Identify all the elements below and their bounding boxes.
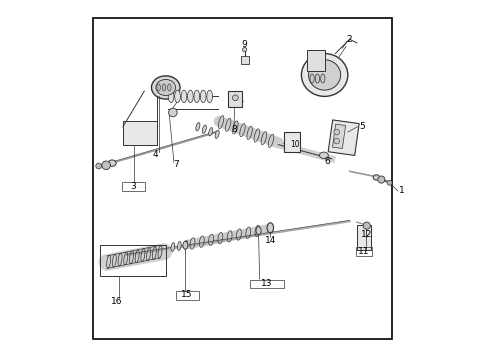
Ellipse shape bbox=[182, 241, 187, 249]
Circle shape bbox=[102, 161, 110, 170]
Circle shape bbox=[333, 138, 339, 144]
Text: 6: 6 bbox=[324, 157, 330, 166]
Bar bbox=[121, 182, 145, 191]
Ellipse shape bbox=[156, 84, 160, 91]
Ellipse shape bbox=[315, 74, 319, 83]
Bar bbox=[328, 120, 359, 155]
Text: 1: 1 bbox=[398, 186, 403, 196]
Ellipse shape bbox=[215, 130, 219, 139]
Bar bbox=[306, 50, 324, 71]
Ellipse shape bbox=[196, 122, 199, 131]
Circle shape bbox=[363, 222, 370, 229]
Ellipse shape bbox=[309, 74, 314, 83]
Ellipse shape bbox=[372, 175, 379, 180]
Bar bbox=[228, 91, 242, 107]
Ellipse shape bbox=[181, 90, 186, 103]
Ellipse shape bbox=[301, 54, 347, 96]
Text: 4: 4 bbox=[152, 150, 157, 159]
Circle shape bbox=[333, 129, 339, 135]
Circle shape bbox=[242, 47, 246, 52]
Text: 2: 2 bbox=[346, 35, 352, 44]
Circle shape bbox=[168, 108, 177, 117]
Text: 8: 8 bbox=[231, 125, 237, 134]
Text: 9: 9 bbox=[241, 40, 247, 49]
Ellipse shape bbox=[162, 84, 166, 91]
Ellipse shape bbox=[151, 76, 180, 99]
Bar bbox=[355, 247, 371, 256]
Ellipse shape bbox=[187, 90, 193, 103]
Ellipse shape bbox=[319, 152, 328, 159]
Bar bbox=[122, 121, 156, 145]
Bar bbox=[176, 291, 198, 300]
Ellipse shape bbox=[177, 242, 181, 250]
Bar bbox=[249, 280, 283, 288]
Bar bbox=[283, 132, 299, 152]
Bar bbox=[356, 225, 370, 250]
Circle shape bbox=[386, 180, 391, 185]
Ellipse shape bbox=[320, 74, 324, 83]
Ellipse shape bbox=[171, 243, 174, 251]
Ellipse shape bbox=[108, 160, 116, 166]
Ellipse shape bbox=[183, 241, 187, 249]
Circle shape bbox=[232, 95, 238, 101]
Ellipse shape bbox=[202, 125, 206, 134]
Text: 3: 3 bbox=[131, 182, 136, 191]
Ellipse shape bbox=[208, 127, 212, 136]
Ellipse shape bbox=[194, 90, 199, 103]
Bar bbox=[240, 56, 248, 64]
Ellipse shape bbox=[168, 90, 174, 103]
Ellipse shape bbox=[156, 80, 175, 96]
Text: 10: 10 bbox=[290, 140, 300, 149]
Text: 15: 15 bbox=[181, 290, 193, 300]
Text: 14: 14 bbox=[264, 236, 275, 246]
Text: 12: 12 bbox=[360, 230, 372, 239]
Circle shape bbox=[377, 176, 384, 183]
Text: 13: 13 bbox=[260, 279, 272, 288]
Text: 7: 7 bbox=[173, 160, 179, 170]
Ellipse shape bbox=[308, 60, 340, 90]
Ellipse shape bbox=[256, 227, 260, 235]
Bar bbox=[332, 124, 345, 149]
Bar bbox=[100, 245, 166, 276]
Circle shape bbox=[95, 163, 101, 169]
Ellipse shape bbox=[267, 223, 273, 233]
Ellipse shape bbox=[206, 90, 212, 103]
Ellipse shape bbox=[174, 90, 180, 103]
Ellipse shape bbox=[200, 90, 206, 103]
Text: 16: 16 bbox=[111, 297, 122, 306]
Text: 11: 11 bbox=[357, 247, 369, 256]
Bar bbox=[92, 18, 392, 339]
Text: 5: 5 bbox=[359, 122, 364, 131]
Ellipse shape bbox=[167, 84, 171, 91]
